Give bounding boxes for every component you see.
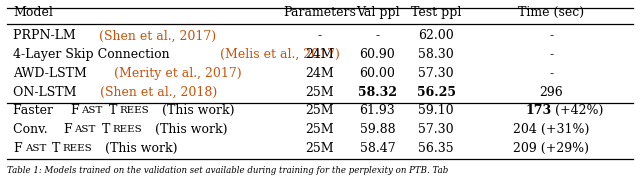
Text: -: -	[549, 29, 553, 42]
Text: REES: REES	[63, 144, 93, 153]
Text: 61.93: 61.93	[360, 104, 396, 117]
Text: -: -	[549, 48, 553, 61]
Text: REES: REES	[113, 125, 142, 134]
Text: Val ppl: Val ppl	[356, 6, 399, 19]
Text: 25M: 25M	[306, 142, 334, 155]
Text: 24M: 24M	[306, 48, 334, 61]
Text: 296: 296	[540, 86, 563, 99]
Text: T: T	[52, 142, 60, 155]
Text: -: -	[318, 29, 322, 42]
Text: AST: AST	[74, 125, 95, 134]
Text: T: T	[109, 104, 117, 117]
Text: PRPN-LM: PRPN-LM	[13, 29, 80, 42]
Text: ON-LSTM: ON-LSTM	[13, 86, 81, 99]
Text: Time (sec): Time (sec)	[518, 6, 584, 19]
Text: Table 1: Models trained on the validation set available during training for the : Table 1: Models trained on the validatio…	[7, 166, 449, 175]
Text: 60.00: 60.00	[360, 67, 396, 80]
Text: (This work): (This work)	[101, 142, 178, 155]
Text: F: F	[13, 142, 22, 155]
Text: REES: REES	[120, 106, 149, 115]
Text: 60.90: 60.90	[360, 48, 396, 61]
Text: 58.32: 58.32	[358, 86, 397, 99]
Text: -: -	[549, 67, 553, 80]
Text: Test ppl: Test ppl	[411, 6, 461, 19]
Text: AST: AST	[24, 144, 46, 153]
Text: 58.47: 58.47	[360, 142, 396, 155]
Text: 25M: 25M	[306, 104, 334, 117]
Text: (Shen et al., 2018): (Shen et al., 2018)	[100, 86, 218, 99]
Text: F: F	[63, 123, 72, 136]
Text: 56.25: 56.25	[417, 86, 456, 99]
Text: 25M: 25M	[306, 86, 334, 99]
Text: 25M: 25M	[306, 123, 334, 136]
Text: -: -	[376, 29, 380, 42]
Text: 173: 173	[525, 104, 551, 117]
Text: (This work): (This work)	[151, 123, 227, 136]
Text: (Shen et al., 2017): (Shen et al., 2017)	[99, 29, 216, 42]
Text: 58.30: 58.30	[419, 48, 454, 61]
Text: Parameters: Parameters	[284, 6, 356, 19]
Text: 4-Layer Skip Connection: 4-Layer Skip Connection	[13, 48, 174, 61]
Text: (Melis et al., 2017): (Melis et al., 2017)	[220, 48, 340, 61]
Text: Model: Model	[13, 6, 53, 19]
Text: 62.00: 62.00	[419, 29, 454, 42]
Text: (+42%): (+42%)	[551, 104, 604, 117]
Text: 57.30: 57.30	[419, 123, 454, 136]
Text: 24M: 24M	[306, 67, 334, 80]
Text: T: T	[102, 123, 110, 136]
Text: AST: AST	[81, 106, 102, 115]
Text: F: F	[70, 104, 79, 117]
Text: Faster: Faster	[13, 104, 58, 117]
Text: 57.30: 57.30	[419, 67, 454, 80]
Text: (This work): (This work)	[158, 104, 234, 117]
Text: 59.10: 59.10	[419, 104, 454, 117]
Text: 59.88: 59.88	[360, 123, 396, 136]
Text: 204 (+31%): 204 (+31%)	[513, 123, 589, 136]
Text: 56.35: 56.35	[419, 142, 454, 155]
Text: AWD-LSTM: AWD-LSTM	[13, 67, 92, 80]
Text: 209 (+29%): 209 (+29%)	[513, 142, 589, 155]
Text: Conv.: Conv.	[13, 123, 52, 136]
Text: (Merity et al., 2017): (Merity et al., 2017)	[114, 67, 241, 80]
